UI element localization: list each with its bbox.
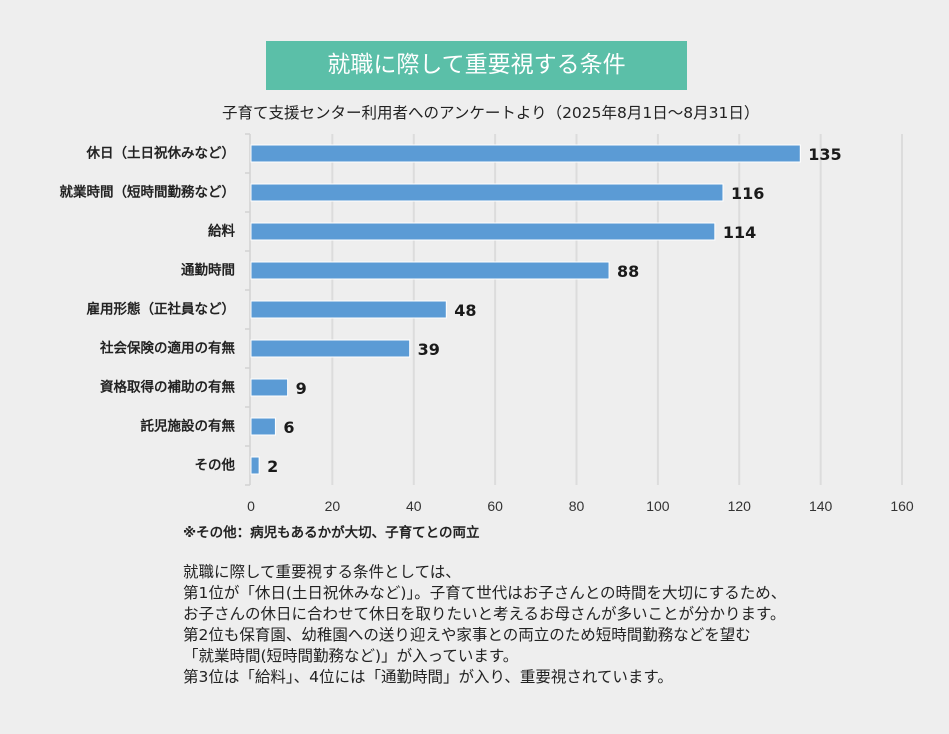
bar-chart: 休日（土日祝休みなど） 就業時間（短時間勤務など） 給料通勤時間雇用形態（正社員など… <box>60 133 914 514</box>
bar <box>250 300 447 319</box>
category-label: 雇用形態（正社員など） <box>87 301 236 318</box>
chart-subtitle: 子育て支援センター利用者へのアンケートより（2025年8月1日～8月31日） <box>222 104 760 122</box>
category-label: 休日（土日祝休みなど） <box>86 145 236 162</box>
x-tick-label: 20 <box>325 498 341 514</box>
value-label: 6 <box>283 418 294 437</box>
description-line: お子さんの休日に合わせて休日を取りたいと考えるお母さんが多いことが分かります。 <box>183 605 786 623</box>
description-line: 就職に際して重要視する条件としては、 <box>183 563 461 581</box>
value-label: 88 <box>617 262 639 281</box>
x-axis-tick-labels: 0 20 40 60 80 100 120 140 160 <box>247 498 914 514</box>
x-tick-label: 140 <box>809 498 833 514</box>
category-label: その他 <box>195 457 236 474</box>
value-label: 116 <box>731 184 764 203</box>
bar <box>250 183 724 202</box>
value-label: 48 <box>454 301 476 320</box>
chart-footnote: ※その他：病児もあるかが大切、子育てとの両立 <box>183 525 480 541</box>
x-tick-label: 120 <box>728 498 752 514</box>
x-tick-label: 80 <box>569 498 585 514</box>
value-labels: 135 116 114 88 48 39 9 6 2 <box>267 145 842 476</box>
description-text: 就職に際して重要視する条件としては、 第1位が「休日(土日祝休みなど)」。子育て… <box>183 562 786 688</box>
chart-title: 就職に際して重要視する条件 <box>266 41 687 90</box>
category-label: 通勤時間 <box>181 262 235 279</box>
category-label: 給料 <box>208 223 235 240</box>
value-label: 2 <box>267 457 278 476</box>
x-tick-label: 40 <box>406 498 422 514</box>
bar <box>250 339 411 358</box>
bar <box>250 261 610 280</box>
value-label: 9 <box>296 379 307 398</box>
x-tick-label: 0 <box>247 498 255 514</box>
x-tick-label: 60 <box>487 498 503 514</box>
value-label: 114 <box>723 223 756 242</box>
description-line: 第3位は「給料」、4位には「通勤時間」が入り、重要視されています。 <box>183 668 673 686</box>
value-label: 39 <box>418 340 440 359</box>
x-tick-label: 100 <box>646 498 670 514</box>
y-axis <box>245 133 251 486</box>
description-line: 第1位が「休日(土日祝休みなど)」。子育て世代はお子さんとの時間を大切にするため… <box>183 584 787 602</box>
bar <box>250 378 289 397</box>
category-label: 社会保険の適用の有無 <box>99 340 235 357</box>
bar <box>250 456 260 475</box>
bar <box>250 417 276 436</box>
bar <box>250 144 801 163</box>
description-line: 第2位も保育園、幼稚園への送り迎えや家事との両立のため短時間勤務などを望む <box>183 626 751 644</box>
bar <box>250 222 716 241</box>
category-label: 託児施設の有無 <box>141 418 236 435</box>
x-tick-label: 160 <box>890 498 914 514</box>
category-label: 資格取得の補助の有無 <box>100 379 235 396</box>
category-labels: 休日（土日祝休みなど） 就業時間（短時間勤務など） 給料通勤時間雇用形態（正社員など… <box>60 145 236 474</box>
value-label: 135 <box>808 145 841 164</box>
bars <box>250 144 801 475</box>
category-label: 就業時間（短時間勤務など） <box>60 184 236 201</box>
description-line: 「就業時間(短時間勤務など)」が入っています。 <box>183 647 519 665</box>
